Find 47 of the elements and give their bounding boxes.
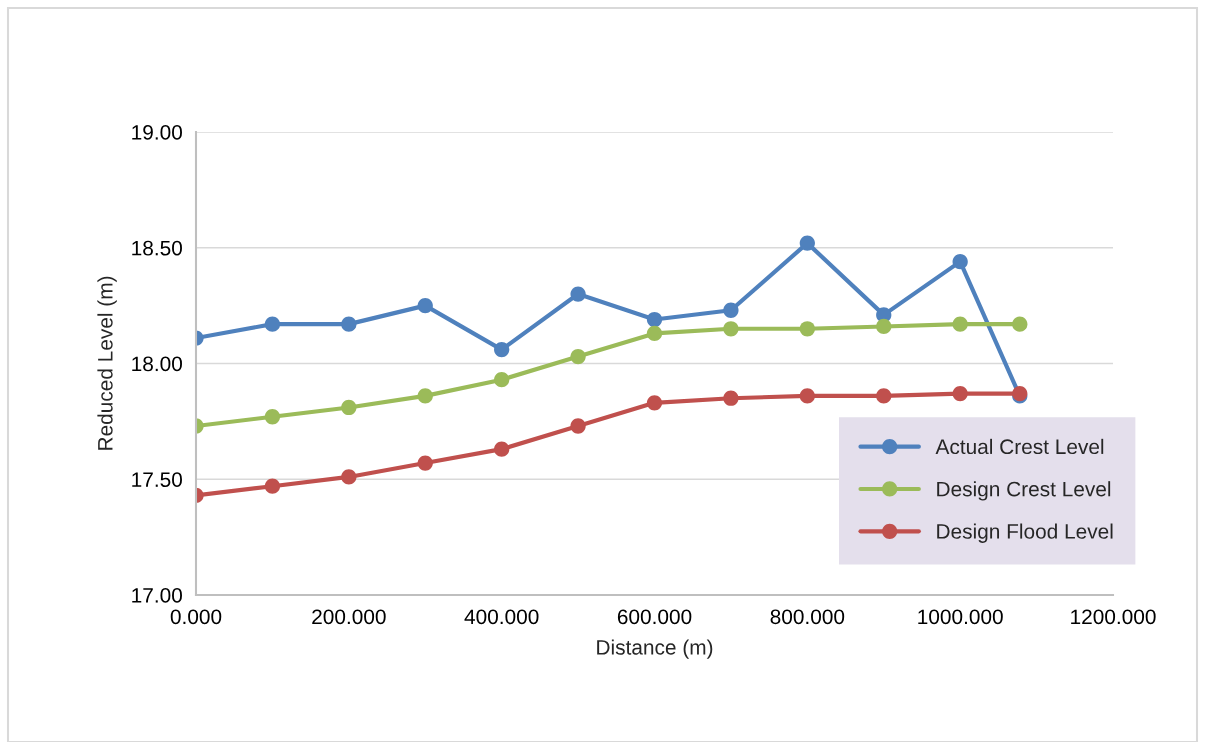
- point: [952, 254, 968, 270]
- y-tick-label: 17.50: [132, 472, 182, 487]
- legend-label: Actual Crest Level: [935, 438, 1104, 455]
- point: [417, 297, 433, 314]
- point: [570, 418, 586, 434]
- point: [723, 390, 739, 406]
- point: [952, 316, 968, 332]
- y-tick-label: 18.50: [132, 240, 182, 256]
- point: [646, 325, 663, 342]
- point: [723, 302, 739, 318]
- point: [417, 455, 433, 471]
- x-tick-label: 1200.000: [1071, 609, 1156, 625]
- point: [494, 341, 510, 358]
- point: [417, 388, 433, 404]
- point: [876, 388, 892, 404]
- point: [494, 441, 510, 457]
- point: [494, 372, 510, 388]
- y-axis-title: Reduced Level (m): [97, 276, 117, 450]
- y-tick-label: 18.00: [132, 356, 182, 372]
- x-axis-title: Distance (m): [597, 639, 713, 659]
- legend-label: Design Flood Level: [937, 523, 1113, 543]
- point: [264, 478, 281, 494]
- point: [341, 316, 357, 332]
- point: [646, 395, 663, 411]
- x-tick-label: 0.000: [170, 609, 222, 625]
- point: [876, 318, 892, 335]
- point: [341, 469, 357, 485]
- y-tick-label: 17.00: [132, 588, 182, 603]
- point: [799, 388, 815, 404]
- x-tick-label: 1000.000: [918, 609, 1003, 625]
- x-tick-label: 400.000: [464, 609, 539, 625]
- point: [570, 286, 586, 302]
- point: [799, 321, 815, 337]
- legend-label: Design Crest Level: [937, 481, 1111, 501]
- x-tick-label: 200.000: [312, 609, 386, 625]
- y-tick-label: 19.00: [132, 125, 182, 140]
- point: [264, 316, 281, 332]
- point: [952, 385, 968, 402]
- point: [723, 321, 739, 337]
- point: [264, 409, 281, 425]
- point: [646, 311, 663, 328]
- point: [1012, 316, 1028, 332]
- x-tick-label: 800.000: [770, 609, 845, 625]
- point: [570, 348, 586, 365]
- point: [341, 399, 357, 416]
- x-tick-label: 600.000: [617, 609, 692, 625]
- point: [799, 235, 815, 251]
